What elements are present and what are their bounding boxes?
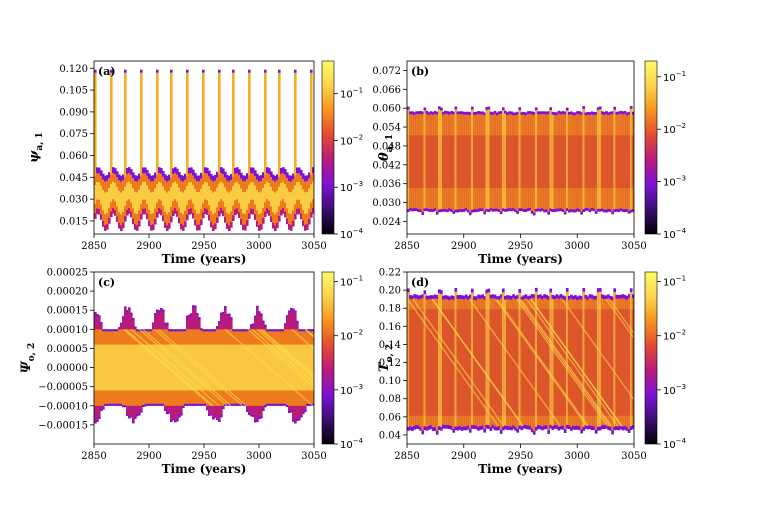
panel-b-ytick-label: 0.042 — [372, 160, 401, 171]
panel-c-ytick-label: 0.00020 — [47, 287, 88, 298]
panel-c-ytick-label: 0.00005 — [47, 344, 88, 355]
panel-d-xlabel: Time (years) — [478, 462, 563, 476]
panel-b-xtick-label: 2850 — [394, 241, 419, 252]
panel-a-xtick-label: 2850 — [81, 241, 106, 252]
panel-b-ytick-label: 0.066 — [372, 85, 401, 96]
panel-a-ytick-label: 0.120 — [59, 64, 88, 75]
panel-c-cbtick-label: 10−1 — [340, 275, 363, 289]
panel-b-xtick-label: 2950 — [508, 241, 533, 252]
panel-a-ytick-label: 0.105 — [59, 86, 88, 97]
panel-a-ytick-label: 0.060 — [59, 151, 88, 162]
panel-d-ylabel: To, 2 — [377, 344, 395, 372]
panel-c-cbtick-label: 10−4 — [340, 437, 364, 451]
panel-a-ytick-label: 0.090 — [59, 107, 88, 118]
panel-b-ytick-label: 0.030 — [372, 198, 401, 209]
panel-c-colorbar: 10−4 10−3 10−2 10−1 — [321, 271, 364, 451]
panel-c-ytick-label: −0.00005 — [38, 382, 88, 393]
panel-d-panel-label: (d) — [411, 276, 429, 289]
panel-d-cbtick-label: 10−3 — [663, 383, 686, 397]
panel-c-xtick-label: 2950 — [191, 451, 216, 462]
panel-b-cbtick-label: 10−4 — [663, 227, 687, 241]
panel-a-xtick-label: 2950 — [191, 241, 216, 252]
panel-d-cbtick-label: 10−1 — [663, 275, 686, 289]
panel-a-colorbar: 10−4 10−3 10−2 10−1 — [321, 60, 364, 241]
panel-d-xtick-label: 3000 — [565, 451, 590, 462]
panel-c-ytick-label: 0.00025 — [47, 268, 88, 279]
panel-d-cbtick-label: 10−2 — [663, 329, 686, 343]
panel-b-ytick-label: 0.054 — [372, 123, 401, 134]
panel-c-ylabel: Ψo, 2 — [19, 343, 37, 373]
panel-c-ytick-label: 0.00000 — [47, 363, 88, 374]
panel-b-density — [407, 106, 634, 216]
panel-b: 2850 2900 2950 3000 3050 0.024 0.030 0.036 0.042… — [372, 60, 687, 266]
panel-a-ytick-label: 0.075 — [59, 129, 88, 140]
panel-a-xtick-label: 2900 — [136, 241, 161, 252]
panel-b-ylabel: θa, 1 — [377, 134, 395, 161]
panel-b-ytick-label: 0.036 — [372, 179, 401, 190]
panel-a-ytick-label: 0.030 — [59, 195, 88, 206]
panel-d-ytick-label: 0.10 — [379, 376, 401, 387]
panel-a-cbtick-label: 10−2 — [340, 133, 363, 147]
panel-b-xtick-label: 2900 — [451, 241, 476, 252]
panel-c-xtick-label: 3000 — [246, 451, 271, 462]
panel-c: 2850 2900 2950 3000 3050 −0.00015 −0.00010 −0.0… — [19, 268, 364, 477]
panel-a-cbtick-label: 10−3 — [340, 180, 363, 194]
panel-a-xtick-label: 3050 — [301, 241, 326, 252]
panel-a-cbtick-label: 10−1 — [340, 87, 363, 101]
panel-d-density — [407, 287, 634, 435]
panel-c-density — [94, 305, 314, 424]
panel-d-xtick-label: 3050 — [621, 451, 646, 462]
panel-c-xtick-label: 3050 — [301, 451, 326, 462]
panel-d-ytick-label: 0.20 — [379, 286, 401, 297]
panel-c-ytick-label: −0.00010 — [38, 401, 88, 412]
panel-a-panel-label: (a) — [98, 65, 116, 78]
panel-d-xtick-label: 2950 — [508, 451, 533, 462]
panel-a: 2850 2900 2950 3000 3050 0.015 0.030 0.045 0.060… — [27, 60, 364, 266]
panel-b-colorbar: 10−4 10−3 10−2 10−1 — [644, 60, 687, 241]
panel-d-cbtick-label: 10−4 — [663, 437, 687, 451]
panel-a-ytick-label: 0.045 — [59, 173, 88, 184]
panel-d-ytick-label: 0.12 — [379, 358, 401, 369]
panel-c-ytick-label: 0.00015 — [47, 306, 88, 317]
panel-c-panel-label: (c) — [98, 276, 115, 289]
panel-d-colorbar: 10−4 10−3 10−2 10−1 — [644, 271, 687, 451]
panel-b-ytick-label: 0.024 — [372, 217, 401, 228]
panel-a-density — [94, 69, 314, 232]
panel-c-xlabel: Time (years) — [162, 462, 247, 476]
panel-a-ylabel: ψa, 1 — [27, 132, 45, 163]
panel-b-ytick-label: 0.048 — [372, 141, 401, 152]
panel-d-ytick-label: 0.14 — [379, 340, 401, 351]
panel-d-xtick-label: 2850 — [394, 451, 419, 462]
panel-d: 2850 2900 2950 3000 3050 0.04 0.06 0.08 0.10 0.12… — [377, 268, 687, 477]
panel-a-cbtick-label: 10−4 — [340, 227, 364, 241]
panel-b-panel-label: (b) — [411, 65, 429, 78]
panel-d-xtick-label: 2900 — [451, 451, 476, 462]
panel-c-ytick-label: 0.00010 — [47, 325, 88, 336]
panel-b-ytick-label: 0.072 — [372, 66, 401, 77]
panel-b-xtick-label: 3000 — [565, 241, 590, 252]
panel-b-xlabel: Time (years) — [478, 252, 563, 266]
panel-b-cbtick-label: 10−3 — [663, 175, 686, 189]
panel-d-ytick-label: 0.16 — [379, 322, 401, 333]
panel-a-xtick-label: 3000 — [246, 241, 271, 252]
panel-b-xtick-label: 3050 — [621, 241, 646, 252]
panel-d-ytick-label: 0.18 — [379, 304, 401, 315]
panel-c-xtick-label: 2900 — [136, 451, 161, 462]
panel-b-cbtick-label: 10−1 — [663, 70, 686, 84]
panel-b-ytick-label: 0.060 — [372, 104, 401, 115]
panel-a-xlabel: Time (years) — [162, 252, 247, 266]
panel-c-cbtick-label: 10−3 — [340, 383, 363, 397]
panel-c-xtick-label: 2850 — [81, 451, 106, 462]
panel-c-cbtick-label: 10−2 — [340, 329, 363, 343]
panel-b-cbtick-label: 10−2 — [663, 122, 686, 136]
panel-d-ytick-label: 0.22 — [379, 268, 401, 279]
panel-d-ytick-label: 0.08 — [379, 394, 401, 405]
panel-a-ytick-label: 0.015 — [59, 216, 88, 227]
panel-d-ytick-label: 0.06 — [379, 412, 401, 423]
panel-c-ytick-label: −0.00015 — [38, 420, 88, 431]
panel-d-ytick-label: 0.04 — [379, 430, 401, 441]
